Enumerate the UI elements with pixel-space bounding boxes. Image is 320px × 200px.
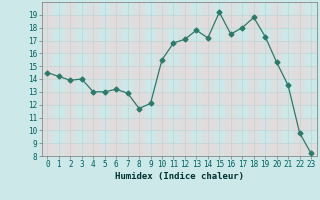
Bar: [42, 66, 317, 79]
Bar: [133, 2, 145, 156]
Bar: [248, 2, 260, 156]
Bar: [294, 2, 305, 156]
Bar: [42, 40, 317, 53]
Bar: [110, 2, 122, 156]
Bar: [42, 143, 317, 156]
X-axis label: Humidex (Indice chaleur): Humidex (Indice chaleur): [115, 172, 244, 181]
Bar: [156, 2, 168, 156]
Bar: [87, 2, 99, 156]
Bar: [225, 2, 236, 156]
Bar: [42, 15, 317, 28]
Bar: [42, 92, 317, 105]
Bar: [202, 2, 214, 156]
Bar: [179, 2, 191, 156]
Bar: [271, 2, 282, 156]
Bar: [42, 118, 317, 130]
Bar: [65, 2, 76, 156]
Bar: [42, 2, 53, 156]
